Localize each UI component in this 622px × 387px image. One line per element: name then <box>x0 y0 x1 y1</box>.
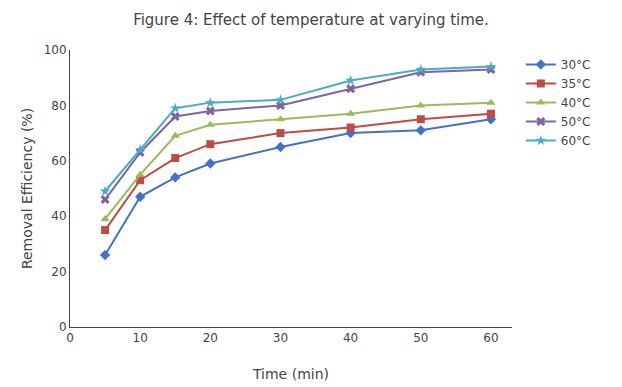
svg-text:Removal Efficiency (%): Removal Efficiency (%) <box>19 108 35 269</box>
svg-text:40°C: 40°C <box>561 96 591 110</box>
svg-text:0: 0 <box>59 320 67 334</box>
svg-text:Time (min): Time (min) <box>252 366 329 382</box>
svg-text:40: 40 <box>51 209 66 223</box>
svg-text:20: 20 <box>203 331 218 345</box>
svg-text:100: 100 <box>44 43 67 57</box>
svg-text:50°C: 50°C <box>561 115 591 129</box>
svg-text:20: 20 <box>51 265 66 279</box>
svg-text:80: 80 <box>51 99 66 113</box>
svg-text:40: 40 <box>343 331 358 345</box>
svg-text:35°C: 35°C <box>561 77 591 91</box>
svg-text:30: 30 <box>273 331 288 345</box>
svg-text:30°C: 30°C <box>561 58 591 72</box>
svg-text:0: 0 <box>66 331 74 345</box>
svg-text:60°C: 60°C <box>561 134 591 148</box>
svg-text:50: 50 <box>413 331 428 345</box>
svg-text:60: 60 <box>51 154 66 168</box>
svg-text:60: 60 <box>483 331 498 345</box>
svg-text:Figure 4: Effect of temperatur: Figure 4: Effect of temperature at varyi… <box>133 11 489 29</box>
svg-text:10: 10 <box>133 331 148 345</box>
